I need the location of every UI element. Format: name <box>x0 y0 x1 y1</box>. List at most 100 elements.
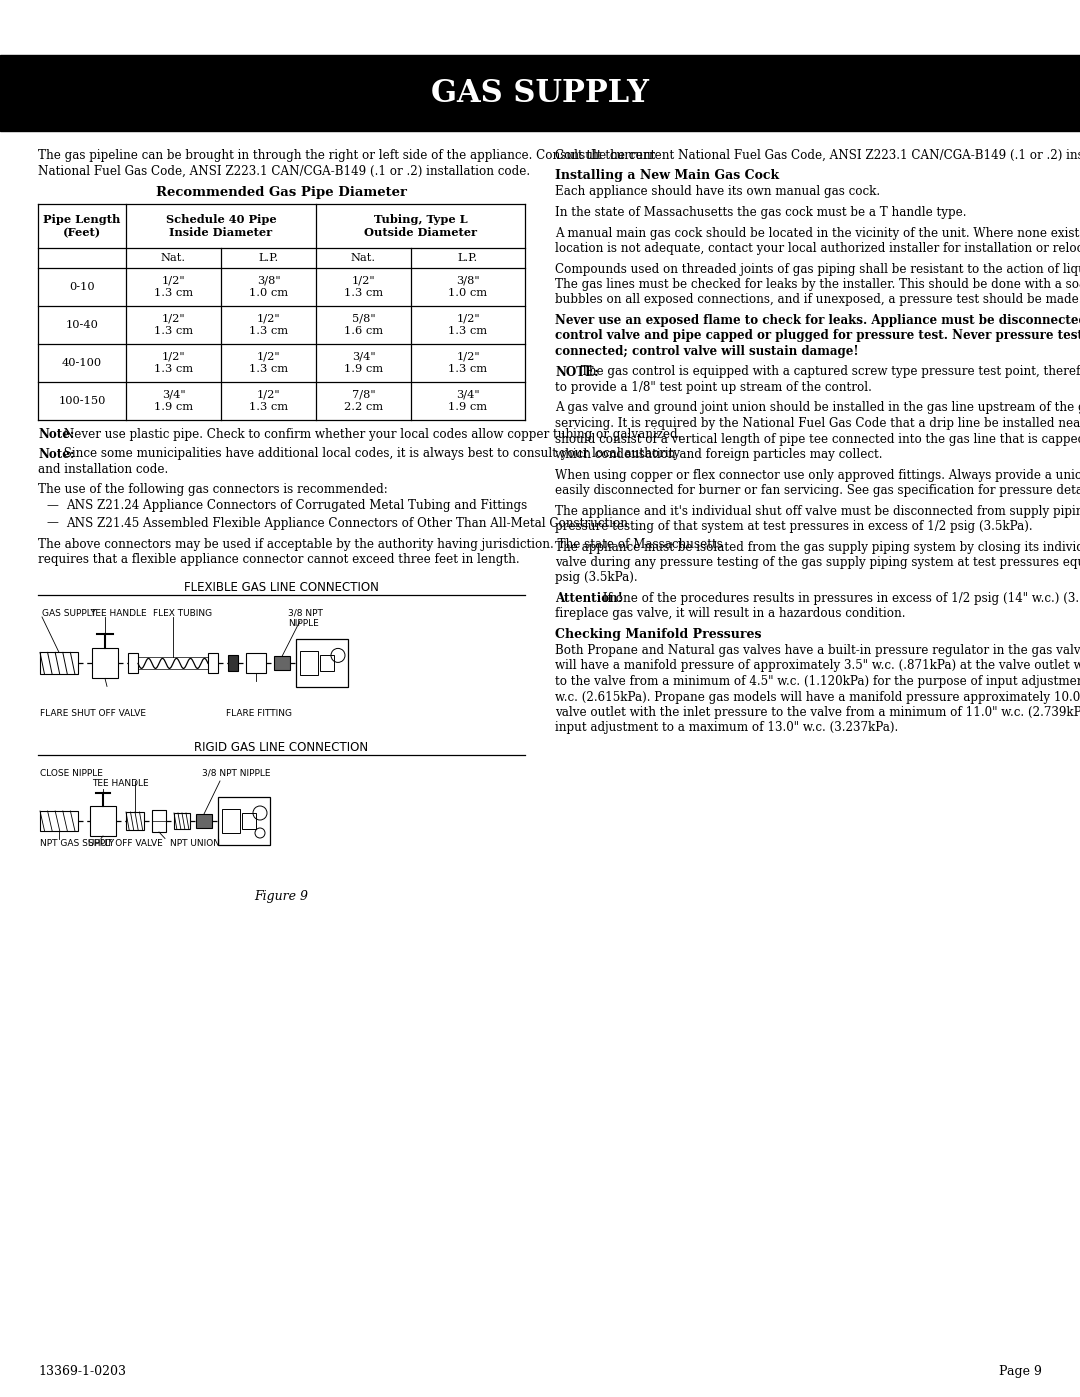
Text: Never use plastic pipe. Check to confirm whether your local codes allow copper t: Never use plastic pipe. Check to confirm… <box>59 427 681 441</box>
Text: NOTE:: NOTE: <box>555 366 598 379</box>
Text: ANS Z21.45 Assembled Flexible Appliance Connectors of Other Than All-Metal Const: ANS Z21.45 Assembled Flexible Appliance … <box>66 517 627 529</box>
Text: RIGID GAS LINE CONNECTION: RIGID GAS LINE CONNECTION <box>194 740 368 754</box>
Bar <box>222 809 240 833</box>
Text: 1/2"
1.3 cm: 1/2" 1.3 cm <box>343 275 383 298</box>
Text: 1/2"
1.3 cm: 1/2" 1.3 cm <box>154 314 193 337</box>
Text: CLOSE NIPPLE: CLOSE NIPPLE <box>40 768 103 778</box>
Text: L.P.: L.P. <box>458 253 478 263</box>
Bar <box>129 654 138 673</box>
Text: Nat.: Nat. <box>351 253 376 263</box>
Text: 3/4"
1.9 cm: 3/4" 1.9 cm <box>448 390 487 412</box>
Text: FLARE FITTING: FLARE FITTING <box>226 708 292 718</box>
Text: Note:: Note: <box>38 427 75 441</box>
Text: servicing. It is required by the National Fuel Gas Code that a drip line be inst: servicing. It is required by the Nationa… <box>555 416 1080 430</box>
Text: 7/8"
2.2 cm: 7/8" 2.2 cm <box>343 390 383 412</box>
Bar <box>90 806 116 835</box>
Text: 1/2"
1.3 cm: 1/2" 1.3 cm <box>248 352 288 374</box>
Text: Tubing, Type L
Outside Diameter: Tubing, Type L Outside Diameter <box>364 214 477 239</box>
Text: 3/8 NPT
NIPPLE: 3/8 NPT NIPPLE <box>288 609 323 629</box>
Text: to provide a 1/8" test point up stream of the control.: to provide a 1/8" test point up stream o… <box>555 381 872 394</box>
Text: 1/2"
1.3 cm: 1/2" 1.3 cm <box>448 352 487 374</box>
Text: TEE HANDLE: TEE HANDLE <box>92 780 149 788</box>
Bar <box>228 655 238 672</box>
Text: If one of the procedures results in pressures in excess of 1/2 psig (14" w.c.) (: If one of the procedures results in pres… <box>598 592 1080 605</box>
Text: which condensation and foreign particles may collect.: which condensation and foreign particles… <box>555 448 882 461</box>
Text: A gas valve and ground joint union should be installed in the gas line upstream : A gas valve and ground joint union shoul… <box>555 401 1080 415</box>
Text: will have a manifold pressure of approximately 3.5" w.c. (.871kPa) at the valve : will have a manifold pressure of approxi… <box>555 659 1080 672</box>
Text: bubbles on all exposed connections, and if unexposed, a pressure test should be : bubbles on all exposed connections, and … <box>555 293 1080 306</box>
Text: Never use an exposed flame to check for leaks. Appliance must be disconnected fr: Never use an exposed flame to check for … <box>555 314 1080 327</box>
Text: —: — <box>46 517 58 529</box>
Text: When using copper or flex connector use only approved fittings. Always provide a: When using copper or flex connector use … <box>555 468 1080 482</box>
Text: In the state of Massachusetts the gas cock must be a T handle type.: In the state of Massachusetts the gas co… <box>555 205 967 219</box>
Text: Each appliance should have its own manual gas cock.: Each appliance should have its own manua… <box>555 186 880 198</box>
Bar <box>0 54 1080 131</box>
Text: 100-150: 100-150 <box>58 395 106 407</box>
Text: should consist of a vertical length of pipe tee connected into the gas line that: should consist of a vertical length of p… <box>555 433 1080 446</box>
Bar <box>40 652 78 675</box>
Text: valve during any pressure testing of the gas supply piping system at test pressu: valve during any pressure testing of the… <box>555 556 1080 569</box>
Text: NPT UNION: NPT UNION <box>170 838 220 848</box>
Text: valve outlet with the inlet pressure to the valve from a minimum of 11.0" w.c. (: valve outlet with the inlet pressure to … <box>555 705 1080 719</box>
Text: FLEX TUBING: FLEX TUBING <box>153 609 212 617</box>
Bar <box>246 654 266 673</box>
Text: 3/8"
1.0 cm: 3/8" 1.0 cm <box>248 275 288 298</box>
Bar <box>126 812 144 830</box>
Text: 1/2"
1.3 cm: 1/2" 1.3 cm <box>248 390 288 412</box>
Text: Note:: Note: <box>38 447 75 461</box>
Text: 1/2"
1.3 cm: 1/2" 1.3 cm <box>448 314 487 337</box>
Text: L.P.: L.P. <box>258 253 279 263</box>
Text: GAS SUPPLY: GAS SUPPLY <box>431 77 649 109</box>
Text: Figure 9: Figure 9 <box>255 890 309 902</box>
Text: The appliance must be isolated from the gas supply piping system by closing its : The appliance must be isolated from the … <box>555 541 1080 553</box>
Text: NPT GAS SUPPLY: NPT GAS SUPPLY <box>40 838 114 848</box>
Text: 10-40: 10-40 <box>66 320 98 330</box>
Text: The appliance and it's individual shut off valve must be disconnected from suppl: The appliance and it's individual shut o… <box>555 504 1080 517</box>
Text: 5/8"
1.6 cm: 5/8" 1.6 cm <box>343 314 383 337</box>
Text: Nat.: Nat. <box>161 253 186 263</box>
Bar <box>152 810 166 833</box>
Text: Installing a New Main Gas Cock: Installing a New Main Gas Cock <box>555 169 779 183</box>
Text: The gas lines must be checked for leaks by the installer. This should be done wi: The gas lines must be checked for leaks … <box>555 278 1080 291</box>
Text: The gas pipeline can be brought in through the right or left side of the applian: The gas pipeline can be brought in throu… <box>38 149 656 162</box>
Text: 0-10: 0-10 <box>69 282 95 292</box>
Text: psig (3.5kPa).: psig (3.5kPa). <box>555 571 637 584</box>
Text: Compounds used on threaded joints of gas piping shall be resistant to the action: Compounds used on threaded joints of gas… <box>555 263 1080 275</box>
Text: Pipe Length
(Feet): Pipe Length (Feet) <box>43 214 121 239</box>
Text: Attention!: Attention! <box>555 592 623 605</box>
Text: Schedule 40 Pipe
Inside Diameter: Schedule 40 Pipe Inside Diameter <box>165 214 276 239</box>
Bar <box>40 812 78 831</box>
Text: input adjustment to a maximum of 13.0" w.c. (3.237kPa).: input adjustment to a maximum of 13.0" w… <box>555 721 899 735</box>
Text: pressure testing of that system at test pressures in excess of 1/2 psig (3.5kPa): pressure testing of that system at test … <box>555 520 1032 534</box>
Text: control valve and pipe capped or plugged for pressure test. Never pressure test : control valve and pipe capped or plugged… <box>555 330 1080 342</box>
Bar <box>274 657 291 671</box>
Text: The above connectors may be used if acceptable by the authority having jurisdict: The above connectors may be used if acce… <box>38 538 723 550</box>
Text: to the valve from a minimum of 4.5" w.c. (1.120kPa) for the purpose of input adj: to the valve from a minimum of 4.5" w.c.… <box>555 675 1080 687</box>
Text: 3/8 NPT NIPPLE: 3/8 NPT NIPPLE <box>202 768 270 778</box>
Text: Checking Manifold Pressures: Checking Manifold Pressures <box>555 629 761 641</box>
Text: Both Propane and Natural gas valves have a built-in pressure regulator in the ga: Both Propane and Natural gas valves have… <box>555 644 1080 657</box>
Bar <box>195 814 212 828</box>
Text: FLARE SHUT OFF VALVE: FLARE SHUT OFF VALVE <box>40 708 146 718</box>
Text: connected; control valve will sustain damage!: connected; control valve will sustain da… <box>555 345 859 358</box>
Text: —: — <box>46 499 58 511</box>
Text: SHUT OFF VALVE: SHUT OFF VALVE <box>87 838 163 848</box>
Text: TEE HANDLE: TEE HANDLE <box>90 609 147 617</box>
Text: A manual main gas cock should be located in the vicinity of the unit. Where none: A manual main gas cock should be located… <box>555 226 1080 239</box>
Bar <box>92 648 118 679</box>
Text: FLEXIBLE GAS LINE CONNECTION: FLEXIBLE GAS LINE CONNECTION <box>184 581 379 594</box>
Text: easily disconnected for burner or fan servicing. See gas specification for press: easily disconnected for burner or fan se… <box>555 483 1080 497</box>
Text: fireplace gas valve, it will result in a hazardous condition.: fireplace gas valve, it will result in a… <box>555 608 905 620</box>
Text: Consult the current National Fuel Gas Code, ANSI Z223.1 CAN/CGA-B149 (.1 or .2) : Consult the current National Fuel Gas Co… <box>555 149 1080 162</box>
Text: 1/2"
1.3 cm: 1/2" 1.3 cm <box>248 314 288 337</box>
Bar <box>218 798 270 845</box>
Text: and installation code.: and installation code. <box>38 462 168 476</box>
Text: Page 9: Page 9 <box>999 1365 1042 1377</box>
Text: 13369-1-0203: 13369-1-0203 <box>38 1365 126 1377</box>
Text: Recommended Gas Pipe Diameter: Recommended Gas Pipe Diameter <box>156 186 407 198</box>
Text: requires that a flexible appliance connector cannot exceed three feet in length.: requires that a flexible appliance conne… <box>38 553 519 567</box>
Text: 3/8"
1.0 cm: 3/8" 1.0 cm <box>448 275 487 298</box>
Text: w.c. (2.615kPa). Propane gas models will have a manifold pressure approximately : w.c. (2.615kPa). Propane gas models will… <box>555 690 1080 704</box>
Text: The gas control is equipped with a captured screw type pressure test point, ther: The gas control is equipped with a captu… <box>577 366 1080 379</box>
Text: ANS Z21.24 Appliance Connectors of Corrugated Metal Tubing and Fittings: ANS Z21.24 Appliance Connectors of Corru… <box>66 499 527 511</box>
